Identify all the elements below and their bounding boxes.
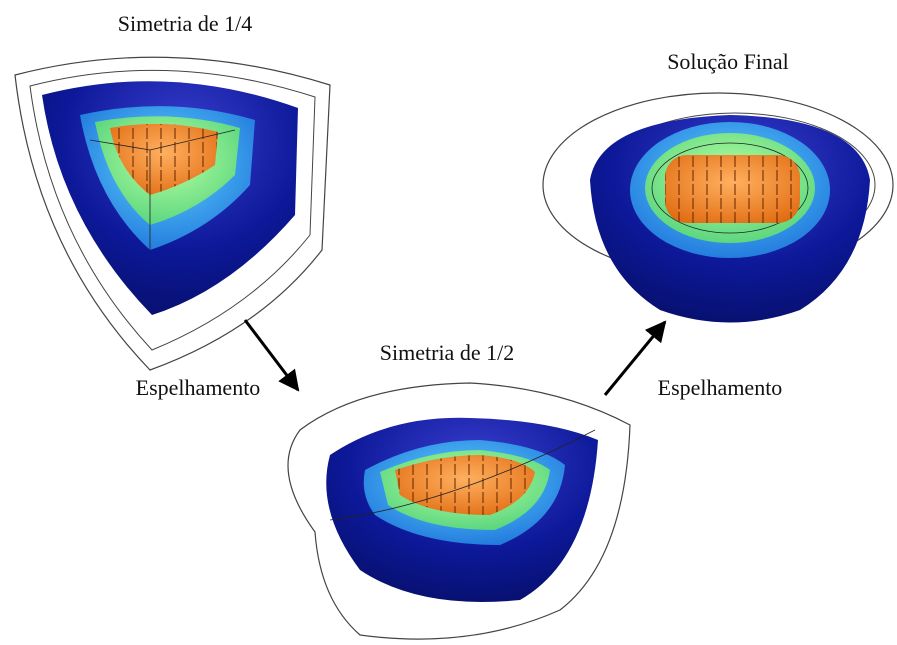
quarter-model (15, 57, 330, 370)
final-model (543, 93, 893, 323)
node-label: Solução Final (667, 49, 789, 74)
arrow (605, 322, 665, 395)
diagram: Simetria de 1/4 Simetria de 1/2 Solução … (0, 0, 897, 645)
node-label: Simetria de 1/4 (118, 11, 252, 36)
edge-label: Espelhamento (658, 375, 783, 400)
half-model (288, 383, 630, 639)
edge-label: Espelhamento (136, 375, 261, 400)
node-label: Simetria de 1/2 (380, 340, 514, 365)
